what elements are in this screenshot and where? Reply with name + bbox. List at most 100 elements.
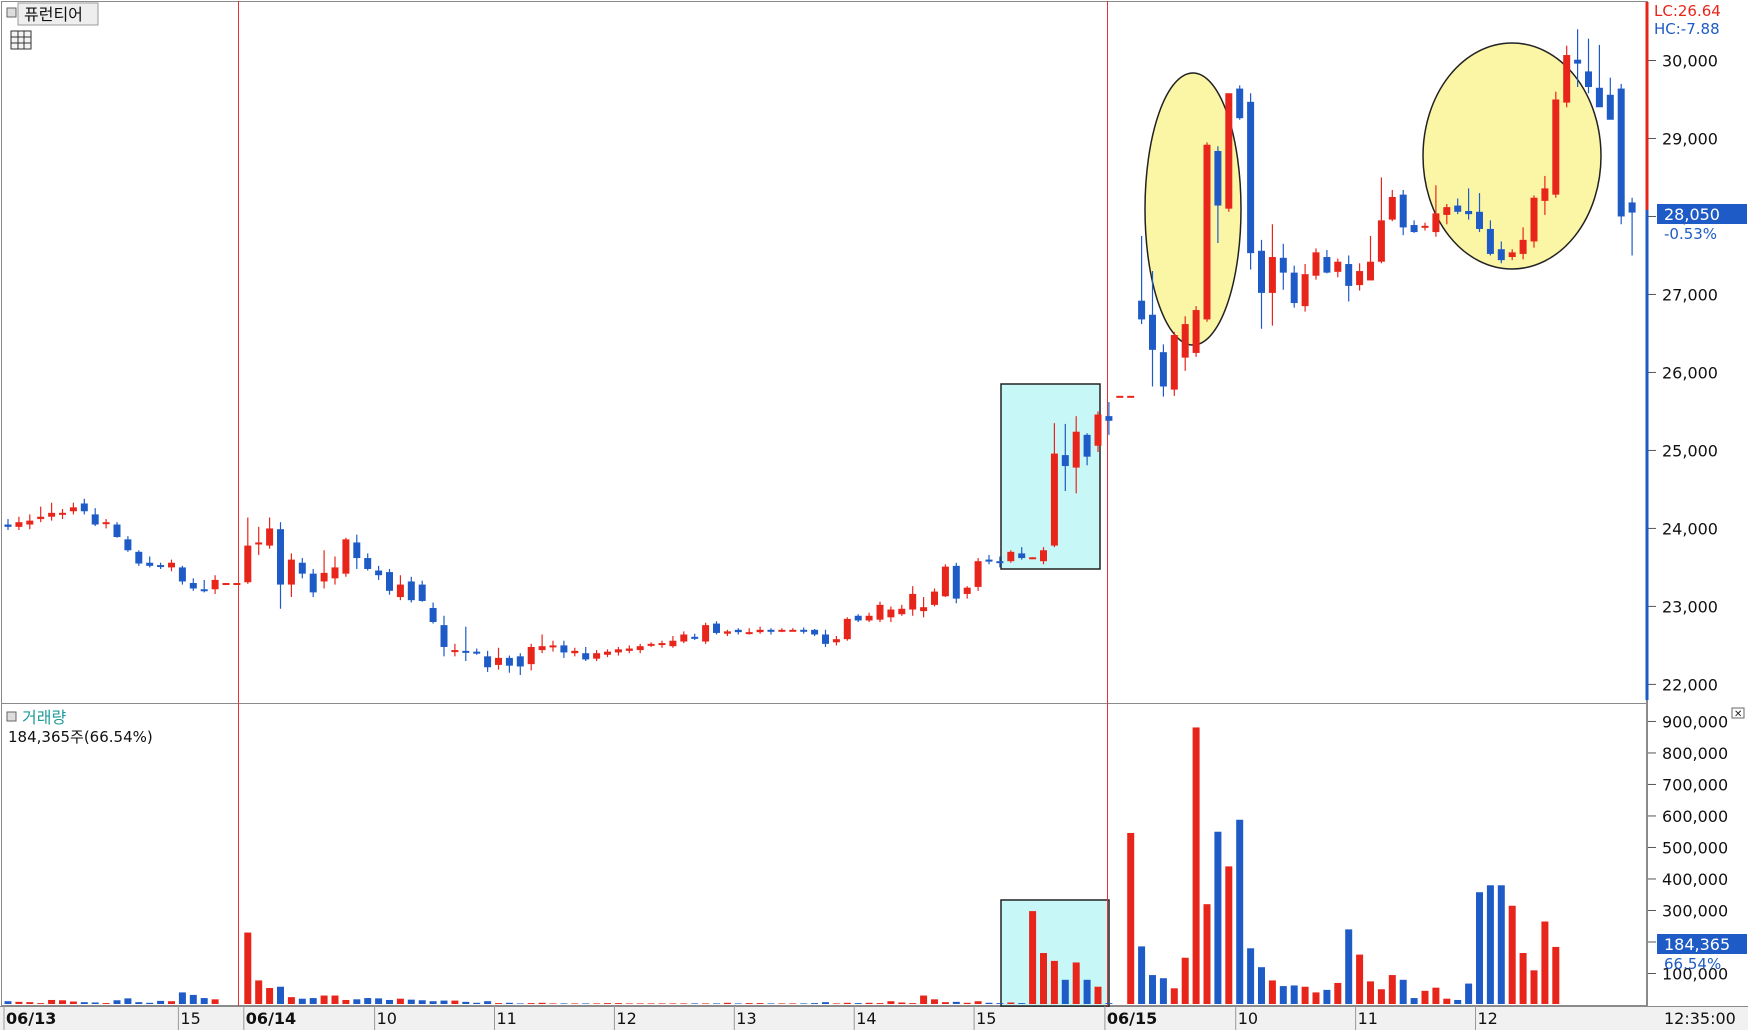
volume-tick-label: 400,000 <box>1662 870 1728 889</box>
volume-bar <box>462 1001 470 1004</box>
volume-bar <box>1552 946 1560 1004</box>
candle <box>538 646 546 651</box>
volume-toggle-icon[interactable] <box>6 711 17 722</box>
volume-bar <box>473 1002 481 1004</box>
candle <box>647 643 655 646</box>
volume-bar <box>1258 967 1265 1004</box>
volume-bar <box>1486 885 1494 1004</box>
candle <box>876 604 884 620</box>
candle <box>124 539 132 551</box>
candle <box>1585 71 1592 88</box>
candle <box>952 565 960 599</box>
volume-bar <box>1192 727 1200 1004</box>
candle <box>898 608 906 615</box>
volume-bar <box>200 998 208 1004</box>
volume-bar <box>1214 831 1222 1004</box>
volume-bar <box>538 1002 546 1004</box>
candle <box>375 570 383 576</box>
candle <box>178 567 186 582</box>
volume-bar <box>1018 1003 1026 1004</box>
candle <box>1061 455 1069 467</box>
volume-bar <box>1268 980 1276 1004</box>
highlight-box-price[interactable] <box>1000 383 1101 570</box>
candle <box>484 656 492 668</box>
panel-toggle-icon[interactable] <box>6 7 17 18</box>
volume-bar <box>974 1001 982 1004</box>
time-tick-label: 15 <box>180 1009 200 1028</box>
candlestick-series <box>4 29 1636 676</box>
candle <box>418 584 426 601</box>
candle <box>636 646 644 651</box>
close-icon[interactable]: ✕ <box>1734 709 1742 720</box>
candle <box>811 629 819 635</box>
volume-bar <box>756 1003 764 1004</box>
candle <box>843 618 851 640</box>
volume-bar <box>418 1000 426 1004</box>
volume-bar <box>1007 1002 1015 1004</box>
candle <box>462 650 470 653</box>
volume-bar <box>1127 832 1135 1004</box>
volume-bar <box>800 1003 808 1004</box>
volume-bar <box>713 1003 720 1004</box>
volume-bar <box>614 1003 622 1004</box>
volume-bar <box>342 999 350 1004</box>
volume-bar <box>298 998 306 1004</box>
volume-bar <box>1225 866 1233 1004</box>
volume-bar <box>4 1001 12 1004</box>
candle <box>1606 94 1614 120</box>
candle <box>429 607 437 623</box>
volume-bar <box>985 1002 993 1004</box>
candle <box>1159 352 1167 387</box>
candle <box>255 542 263 545</box>
volume-bar <box>244 932 252 1004</box>
candle <box>189 583 197 589</box>
candle <box>157 565 165 568</box>
volume-bar <box>1181 957 1189 1004</box>
volume-bar <box>59 1000 66 1004</box>
volume-bar <box>1388 975 1396 1004</box>
volume-panel-close-button[interactable] <box>1731 707 1745 719</box>
volume-bar <box>1149 975 1156 1004</box>
candle <box>560 645 568 653</box>
candle <box>571 650 579 654</box>
candle <box>527 646 535 665</box>
candle <box>549 645 557 648</box>
volume-bar <box>1443 998 1451 1004</box>
time-tick-label: 12 <box>616 1009 636 1028</box>
price-tick-label: 30,000 <box>1662 51 1718 70</box>
volume-bar <box>113 1000 121 1004</box>
volume-bar <box>211 999 219 1004</box>
time-axis-bar <box>0 1006 1748 1030</box>
grid-table-icon[interactable] <box>10 30 32 50</box>
volume-bar <box>168 1001 175 1004</box>
volume-bar <box>277 986 284 1004</box>
highlight-ellipse-right[interactable] <box>1422 42 1602 270</box>
candle <box>941 566 949 597</box>
candle <box>1541 188 1549 201</box>
candle <box>407 581 415 601</box>
volume-bar <box>1094 986 1102 1004</box>
volume-bar <box>1497 885 1505 1004</box>
volume-bar <box>952 1001 960 1004</box>
volume-bar <box>1083 979 1091 1004</box>
candle <box>1410 225 1418 233</box>
candle <box>1029 557 1037 560</box>
candle <box>4 524 12 527</box>
price-tick-label: 22,000 <box>1662 675 1718 694</box>
candle <box>1497 249 1505 261</box>
candle <box>277 529 284 585</box>
candle <box>1203 144 1211 320</box>
volume-bar <box>691 1003 699 1004</box>
volume-bar <box>832 1003 840 1004</box>
stock-name-box[interactable] <box>17 2 99 26</box>
candle <box>287 559 295 585</box>
volume-bar <box>287 997 295 1004</box>
volume-bar <box>135 1002 143 1004</box>
volume-bar <box>1170 988 1178 1004</box>
candle <box>1443 207 1451 215</box>
volume-info: 184,365주(66.54%) <box>8 728 153 746</box>
volume-bar <box>1279 986 1287 1004</box>
volume-bar <box>560 1003 568 1004</box>
candle <box>342 539 350 574</box>
